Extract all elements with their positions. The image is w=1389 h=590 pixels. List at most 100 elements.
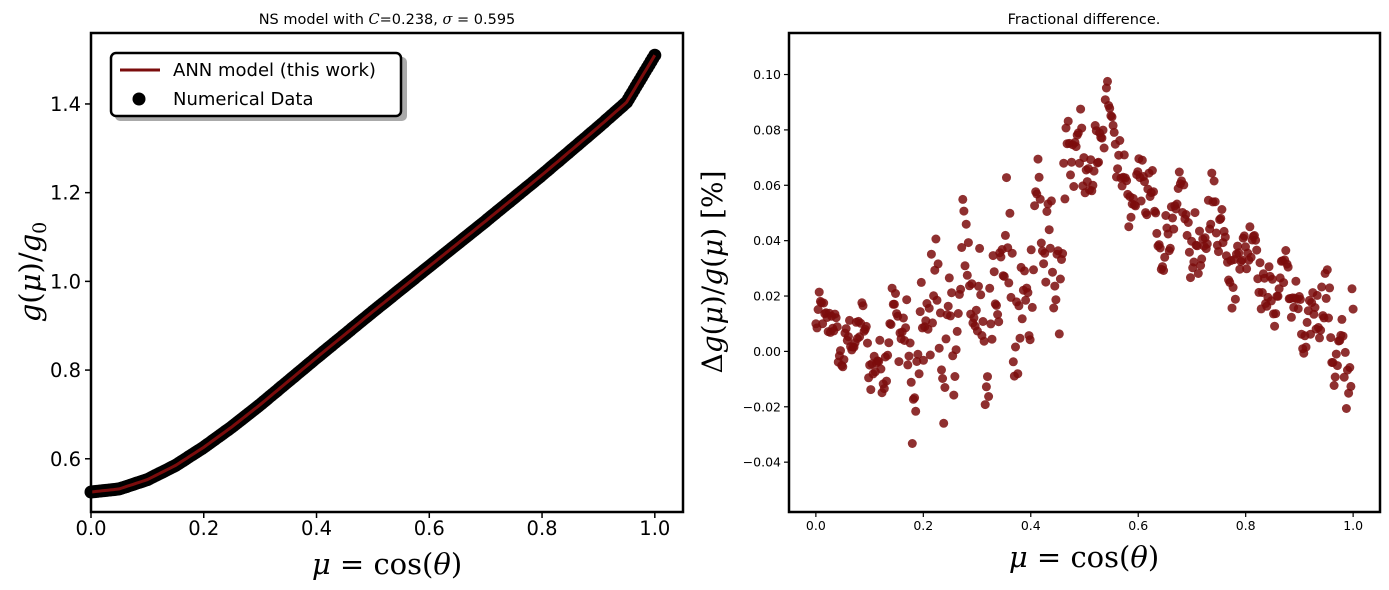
residual-point	[1346, 381, 1356, 391]
residual-point	[1033, 154, 1043, 164]
residual-point	[1216, 213, 1226, 223]
residual-point	[1099, 143, 1109, 153]
residual-point	[1004, 278, 1014, 288]
residual-point	[1011, 342, 1020, 352]
residual-point	[983, 372, 992, 382]
residual-point	[898, 313, 908, 323]
residual-point	[984, 392, 994, 401]
residual-point	[884, 338, 894, 348]
residual-point	[969, 313, 979, 323]
left-chart: NS model with C=0.238, σ = 0.595 0.0 0.2 0…	[13, 12, 685, 581]
residual-point	[886, 320, 896, 329]
residual-point	[1347, 284, 1357, 294]
residual-point	[924, 303, 934, 313]
residual-point	[874, 357, 884, 366]
residual-point	[994, 317, 1004, 327]
right-chart-marks	[811, 76, 1358, 448]
residual-point	[1227, 303, 1237, 313]
residual-point	[1190, 208, 1200, 218]
residual-point	[1007, 248, 1017, 258]
residual-point	[975, 243, 985, 253]
residual-point	[1049, 303, 1059, 313]
right-y-tick-label: 0.10	[753, 67, 781, 82]
residual-point	[1108, 120, 1118, 130]
left-chart-title: NS model with C=0.238, σ = 0.595	[259, 12, 516, 28]
residual-point	[961, 219, 971, 229]
residual-point	[1035, 194, 1045, 204]
residual-point	[903, 360, 913, 370]
residual-point	[1286, 312, 1296, 322]
residual-point	[1029, 265, 1038, 275]
left-x-tick-label: 0.4	[301, 517, 332, 540]
residual-point	[1039, 259, 1049, 269]
residual-point	[939, 418, 949, 428]
residual-point	[1066, 170, 1075, 180]
residual-point	[949, 390, 959, 400]
left-x-tick-label: 1.0	[639, 517, 670, 540]
residual-point	[1325, 283, 1335, 293]
residual-point	[1026, 245, 1036, 255]
residual-point	[1242, 264, 1252, 274]
residual-point	[1142, 210, 1152, 220]
legend-marker-swatch	[132, 92, 146, 106]
residual-point	[1202, 239, 1212, 249]
residual-point	[1214, 247, 1223, 257]
residual-point	[996, 252, 1006, 262]
residual-point	[1076, 104, 1086, 114]
residual-point	[1155, 243, 1165, 253]
residual-point	[905, 338, 915, 348]
residual-point	[1055, 274, 1065, 284]
residual-point	[1209, 176, 1219, 186]
residual-point	[931, 234, 941, 244]
residual-point	[957, 243, 967, 252]
residual-point	[1329, 381, 1339, 390]
residual-point	[1122, 176, 1132, 186]
residual-point	[1094, 157, 1103, 167]
residual-point	[932, 295, 942, 305]
residual-point	[838, 362, 848, 372]
residual-point	[1105, 103, 1115, 113]
residual-point	[1023, 288, 1033, 298]
residual-point	[1189, 257, 1199, 267]
right-y-tick-label: 0.04	[753, 233, 781, 248]
residual-point	[989, 267, 999, 277]
residual-point	[1174, 167, 1184, 177]
residual-point	[1069, 182, 1079, 191]
residual-point	[1339, 372, 1349, 382]
residual-point	[943, 301, 953, 311]
legend-label-ann-model: ANN model (this work)	[173, 60, 376, 81]
residual-point	[819, 298, 829, 308]
residual-point	[1186, 273, 1195, 283]
residual-point	[1165, 243, 1175, 253]
residual-point	[1046, 196, 1056, 206]
residual-point	[951, 345, 961, 355]
residual-point	[974, 281, 983, 291]
residual-point	[1020, 266, 1029, 276]
residual-point	[940, 383, 950, 392]
residual-point	[836, 346, 845, 356]
residual-point	[1283, 262, 1293, 272]
residual-point	[1005, 208, 1015, 218]
residual-point	[1113, 164, 1123, 174]
residual-point	[879, 384, 889, 394]
left-x-ticks: 0.0 0.2 0.4 0.6 0.8 1.0	[75, 512, 670, 540]
residual-point	[952, 326, 962, 336]
residual-point	[938, 374, 948, 383]
residual-point	[1252, 245, 1262, 255]
residual-point	[956, 284, 966, 294]
residual-point	[906, 377, 916, 387]
residual-point	[981, 382, 991, 392]
residual-point	[980, 400, 990, 410]
residual-point	[1217, 205, 1227, 214]
residual-point	[976, 290, 986, 300]
residual-point	[1034, 172, 1044, 182]
residual-point	[1063, 116, 1073, 126]
residual-point	[919, 355, 928, 365]
left-y-axis-label: g(μ)/g0	[13, 222, 51, 323]
left-x-tick-label: 0.2	[188, 517, 219, 540]
residual-point	[1044, 225, 1054, 235]
residual-point	[1051, 295, 1061, 305]
residual-point	[1332, 361, 1342, 371]
residual-point	[1184, 247, 1194, 257]
residual-point	[1159, 266, 1169, 275]
